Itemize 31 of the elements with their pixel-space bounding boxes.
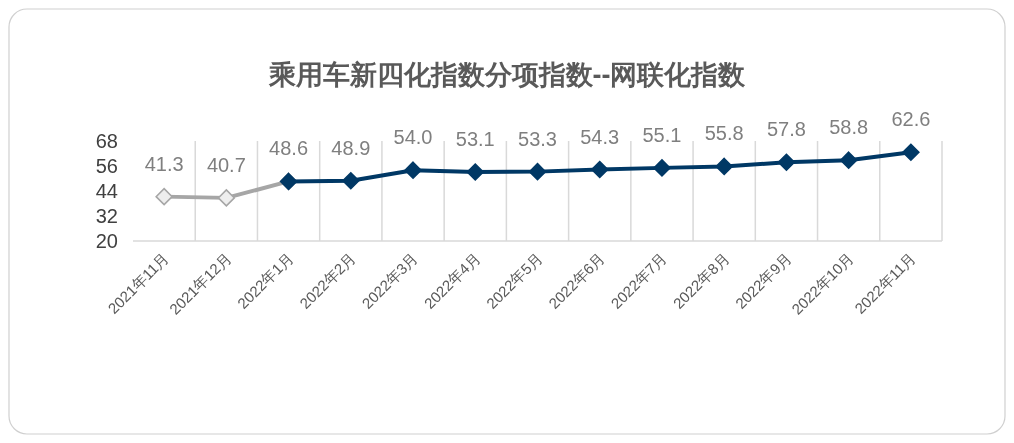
- data-label: 48.9: [331, 136, 371, 159]
- y-tick-label: 56: [95, 155, 118, 177]
- point: [404, 161, 422, 179]
- data-label: 53.1: [455, 128, 495, 151]
- data-label: 41.3: [144, 152, 184, 175]
- y-tick-label: 20: [95, 230, 118, 252]
- chart-title: 乘用车新四化指数分项指数--网联化指数: [267, 60, 747, 90]
- data-label: 57.8: [766, 118, 806, 141]
- point: [590, 160, 609, 179]
- point: [715, 157, 733, 176]
- point: [528, 162, 547, 181]
- y-tick-label: 32: [95, 205, 118, 227]
- point: [342, 172, 360, 190]
- point: [217, 189, 236, 207]
- point: [653, 159, 671, 177]
- point: [155, 187, 173, 206]
- data-label: 54.3: [580, 125, 620, 148]
- data-label: 40.7: [206, 153, 246, 176]
- data-label: 58.8: [829, 116, 869, 139]
- data-label: 54.0: [393, 126, 433, 149]
- point: [466, 163, 485, 181]
- data-label: 62.6: [891, 108, 931, 131]
- data-label: 48.6: [269, 137, 309, 160]
- y-tick-label: 68: [95, 130, 118, 152]
- y-tick-label: 44: [95, 180, 118, 202]
- data-label: 55.8: [704, 122, 744, 145]
- point: [839, 151, 858, 169]
- point: [902, 143, 920, 161]
- point: [777, 153, 796, 171]
- data-label: 53.3: [518, 127, 557, 150]
- data-label: 55.1: [642, 123, 682, 146]
